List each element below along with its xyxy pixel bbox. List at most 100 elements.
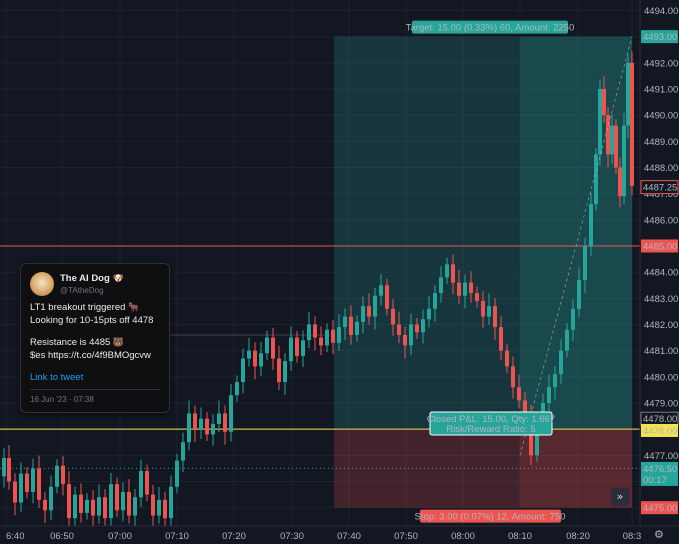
price-tick-label: 4484.00 [644, 268, 678, 279]
candle [487, 293, 491, 325]
candle-body [493, 306, 497, 328]
candle-body [103, 497, 107, 519]
candle-body [361, 306, 365, 322]
candle [199, 407, 203, 439]
candle [49, 475, 53, 520]
tweet-text-line-1: LT1 breakout triggered 🐂 [30, 302, 139, 313]
candle [559, 339, 563, 384]
stop-label-text: Stop: 3.00 (0.07%) 12, Amount: 750 [414, 512, 565, 523]
bear-icon: 🐻 [112, 337, 125, 347]
tweet-author-name-text: The AI Dog [60, 273, 110, 284]
candle [67, 471, 71, 527]
target-label-bg [412, 20, 568, 34]
gear-icon[interactable]: ⚙ [654, 528, 664, 541]
candle-body [199, 418, 203, 430]
candle-body [517, 387, 521, 401]
candle-body [169, 486, 173, 519]
candle-body [43, 499, 47, 511]
candle [463, 274, 467, 309]
candle [373, 287, 377, 330]
candle-body [277, 358, 281, 383]
candle [630, 51, 634, 196]
price-marker: 4485.00 [641, 239, 678, 253]
candle-body [529, 416, 533, 456]
candle [79, 483, 83, 523]
link-to-tweet[interactable]: Link to tweet [30, 372, 84, 383]
time-tick-label: 08:20 [566, 531, 590, 542]
candle-body [115, 484, 119, 511]
candle [229, 383, 233, 442]
price-marker-text: 4475.00 [643, 503, 677, 514]
candle-body [553, 374, 557, 388]
candle-body [301, 340, 305, 356]
candle-body [97, 497, 101, 516]
candle [343, 308, 347, 340]
candle-body [547, 387, 551, 404]
candle-body [337, 327, 341, 343]
candle-body [463, 282, 467, 296]
candle-body [602, 88, 606, 116]
candle-body [451, 264, 455, 283]
price-marker-bg [641, 461, 678, 486]
time-tick-label: 08:3 [623, 531, 642, 542]
time-tick-label: 07:20 [222, 531, 246, 542]
candle [571, 299, 575, 341]
tweet-handle[interactable]: @TAtheDog [60, 286, 104, 295]
candle [598, 79, 602, 166]
candle-body [193, 413, 197, 430]
scroll-to-realtime-button[interactable]: » [611, 488, 629, 506]
candle-body [139, 471, 143, 498]
tweet-text-line-2: Looking for 10-15pts off 4478 [30, 315, 154, 326]
candle-body [598, 88, 602, 155]
candle-body [175, 460, 179, 487]
candle [61, 456, 65, 496]
candle-body [559, 350, 563, 375]
candle-body [313, 324, 317, 338]
candle [481, 291, 485, 328]
avatar[interactable] [30, 272, 54, 296]
candle [313, 316, 317, 351]
price-tick-label: 4480.00 [644, 372, 678, 383]
candle-body [265, 337, 269, 354]
candle [19, 462, 23, 513]
price-marker-bg [640, 180, 679, 195]
candle [85, 493, 89, 520]
candle-body [241, 358, 245, 383]
candle [427, 295, 431, 328]
candle [25, 467, 29, 499]
price-marker-bg [641, 423, 678, 437]
tweet-divider [30, 389, 160, 390]
time-tick-label: 07:30 [280, 531, 304, 542]
candle-body [445, 264, 449, 278]
candle-body [223, 413, 227, 432]
candle-body [259, 353, 263, 367]
candle-body [355, 321, 359, 335]
closed-pnl-text: Closed P&L: 15.00, Qty: 1.667 [427, 414, 555, 425]
price-axis-bg [640, 0, 679, 544]
stop-zone [334, 429, 632, 508]
candle-body [457, 282, 461, 296]
candle [499, 315, 503, 361]
candle [223, 405, 227, 445]
candle-body [541, 403, 545, 419]
time-axis-bg [0, 526, 679, 544]
price-tick-label: 4486.00 [644, 215, 678, 226]
candle [13, 473, 17, 516]
tweet-card[interactable]: The AI Dog 🐶 @TAtheDog LT1 breakout trig… [20, 263, 170, 413]
candle-body [319, 337, 323, 346]
candle-body [133, 497, 137, 516]
tweet-author-name[interactable]: The AI Dog 🐶 [60, 273, 124, 284]
candle [505, 344, 509, 373]
time-tick-label: 07:40 [337, 531, 361, 542]
candle [325, 323, 329, 352]
candle [451, 254, 455, 294]
candle [271, 327, 275, 370]
target-label-text: Target: 15.00 (0.33%) 60, Amount: 2250 [406, 23, 574, 34]
candle-body [475, 293, 479, 301]
candle-body [523, 400, 527, 417]
candle-body [49, 486, 53, 511]
candle-body [583, 245, 587, 281]
